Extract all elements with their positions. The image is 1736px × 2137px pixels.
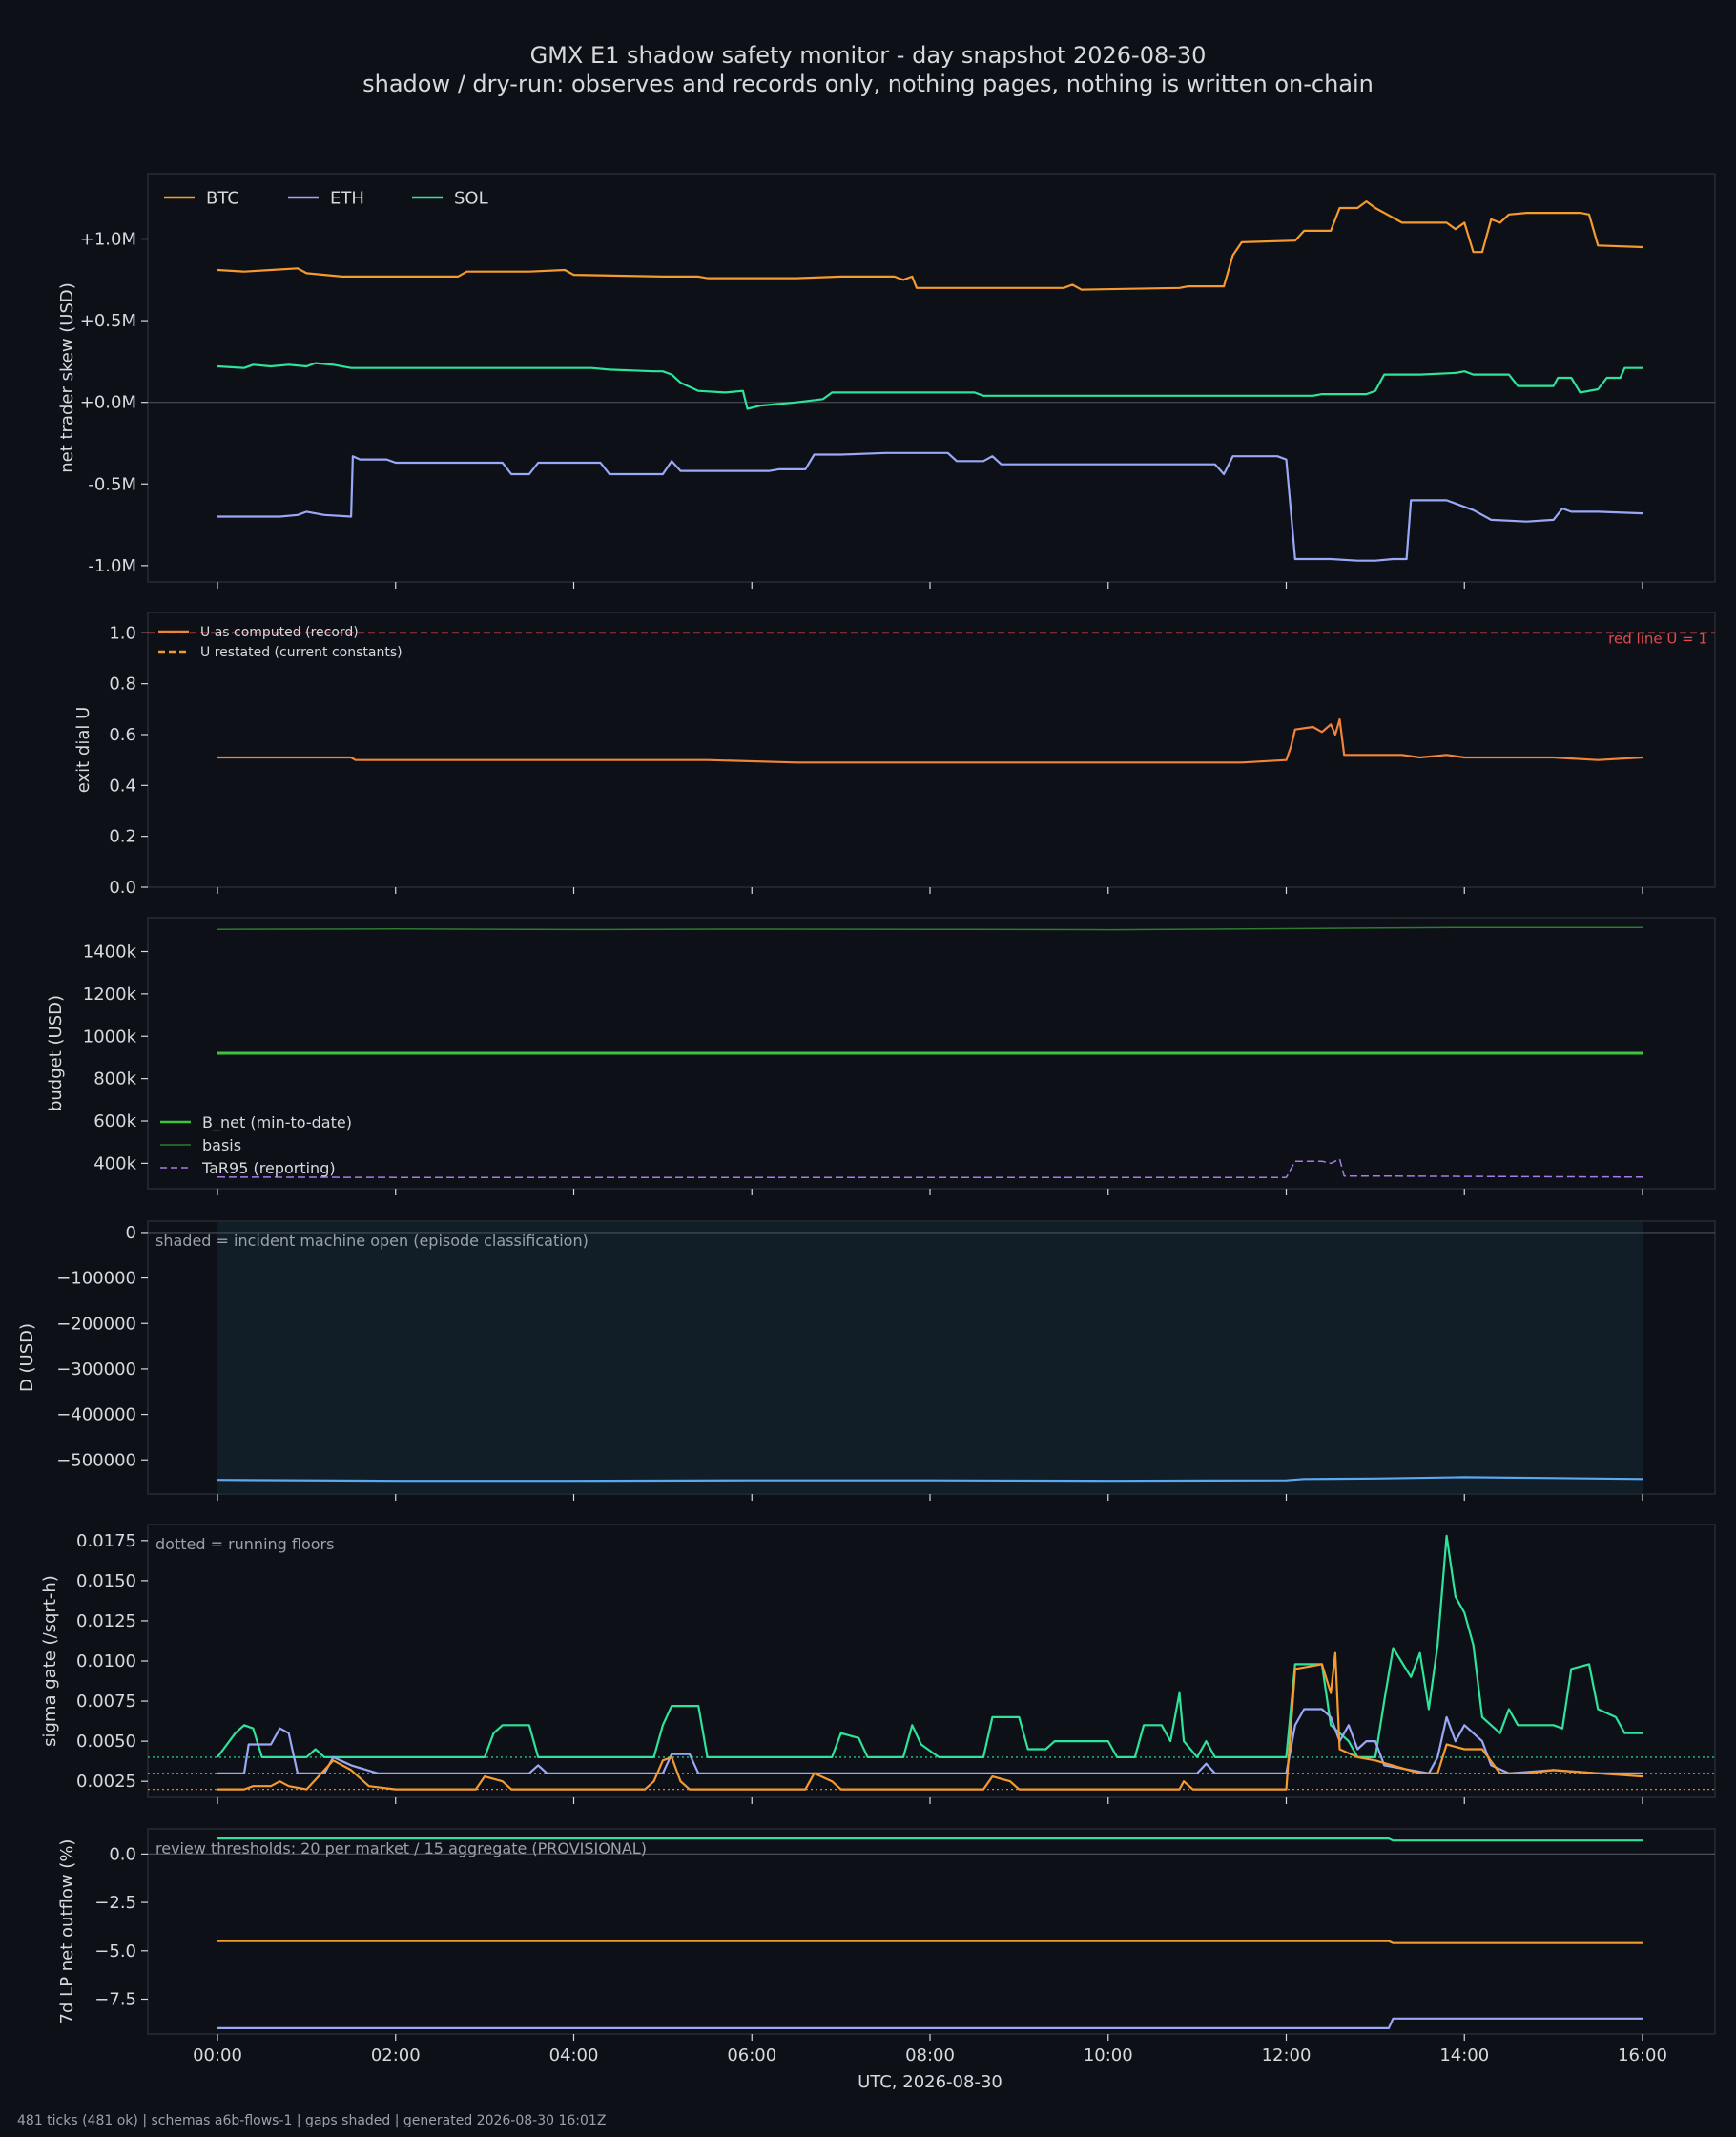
y-tick-label: -1.0M [88,556,136,576]
y-tick-label: 0.0050 [76,1732,136,1752]
footer-status: 481 ticks (481 ok) | schemas a6b-flows-1… [17,2113,607,2128]
chart-subtitle: shadow / dry-run: observes and records o… [362,71,1374,97]
legend-label: BTC [206,188,239,208]
y-axis-label: exit dial U [73,707,93,794]
y-tick-label: 0.0075 [76,1691,136,1712]
series-line-btc [217,1651,1643,1791]
y-tick-label: 0.0125 [76,1611,136,1631]
y-axis-label: 7d LP net outflow (%) [57,1839,77,2024]
y-tick-label: 0.0100 [76,1651,136,1671]
y-tick-label: −100000 [56,1269,136,1289]
y-tick-label: −300000 [56,1359,136,1380]
red-line-label: red line U = 1 [1608,630,1707,647]
y-tick-label: 1.0 [109,623,136,643]
x-axis-label: UTC, 2026-08-30 [858,2072,1002,2092]
y-tick-label: 1400k [83,943,137,963]
series-line-sol [217,362,1643,410]
y-tick-label: 0 [126,1223,136,1243]
x-tick-label: 06:00 [727,2045,776,2065]
y-tick-label: 1200k [83,985,137,1005]
y-axis-label: D (USD) [17,1323,37,1392]
y-tick-label: +0.5M [80,311,136,331]
y-tick-label: -0.5M [88,474,136,494]
y-tick-label: +0.0M [80,393,136,413]
series-line-sol [217,1837,1643,1842]
x-tick-label: 14:00 [1439,2045,1489,2065]
y-tick-label: −400000 [56,1405,136,1425]
y-axis-label: sigma gate (/sqrt-h) [40,1575,60,1747]
series-line-eth [217,2017,1643,2029]
y-tick-label: −7.5 [94,1989,136,2009]
x-tick-label: 04:00 [549,2045,599,2065]
y-tick-label: 0.0 [109,1844,136,1864]
panel-annotation: review thresholds: 20 per market / 15 ag… [155,1839,647,1857]
series-line-sol [217,1534,1643,1758]
legend-label: ETH [330,188,364,208]
y-tick-label: 400k [93,1153,136,1173]
y-tick-label: 1000k [83,1027,137,1047]
panel-frame [147,173,1716,583]
y-tick-label: 0.4 [109,776,136,796]
panel-3: 400k 600k 800k 1000k 1200k 1400k budget (USD) [46,917,1716,1195]
panel-frame [147,612,1716,888]
y-tick-label: −200000 [56,1314,136,1334]
y-tick-label: 0.0175 [76,1531,136,1551]
panel-frame [147,917,1716,1190]
y-tick-label: 0.6 [109,725,136,745]
series-line-basis [217,926,1643,931]
series-line-d [217,1476,1643,1483]
x-tick-label: 16:00 [1618,2045,1667,2065]
x-tick-label: 12:00 [1262,2045,1312,2065]
y-tick-label: −5.0 [94,1941,136,1961]
y-tick-label: 0.8 [109,674,136,695]
panel-1: +1.0M +0.5M +0.0M -0.5M -1.0M net trader skew… [57,173,1716,589]
panel-frame [147,1220,1716,1495]
series-line-eth [217,1708,1643,1774]
y-tick-label: 0.0150 [76,1571,136,1591]
y-tick-label: 0.0025 [76,1772,136,1792]
series-line-tar95-reporting- [217,1158,1643,1178]
y-tick-label: 600k [93,1111,136,1131]
panel-annotation: shaded = incident machine open (episode … [155,1232,589,1250]
legend: U as computed (record) U restated (curren… [158,625,403,660]
y-axis-label: budget (USD) [46,995,66,1111]
incident-shade [217,1222,1643,1493]
legend-label: TaR95 (reporting) [201,1159,336,1177]
panel-6: 0.0 −2.5 −5.0 −7.5 00:00 02:00 04:00 06:00 08:00… [57,1828,1716,2092]
legend: B_net (min-to-date) basis TaR95 (reporting… [160,1113,352,1177]
x-tick-label: 00:00 [193,2045,242,2065]
chart-title: GMX E1 shadow safety monitor - day snaps… [529,42,1207,69]
panel-4: 0 −100000 −200000 −300000 −400000 −500000 D (U… [17,1220,1716,1501]
x-tick-label: 08:00 [905,2045,955,2065]
y-tick-label: −2.5 [94,1893,136,1913]
x-tick-label: 02:00 [371,2045,421,2065]
series-line-btc [217,1940,1643,1944]
y-tick-label: +1.0M [80,229,136,249]
legend-label: U as computed (record) [200,625,359,640]
legend: BTC ETH SOL [164,188,488,208]
panel-5: 0.0025 0.0050 0.0075 0.0100 0.0125 0.0150 0.01… [40,1524,1716,1804]
legend-label: B_net (min-to-date) [202,1113,352,1132]
legend-label: U restated (current constants) [200,645,403,660]
panel-annotation: dotted = running floors [155,1535,334,1553]
y-tick-label: −500000 [56,1450,136,1470]
panel-frame [147,1828,1716,2035]
legend-label: basis [202,1136,241,1154]
panel-2: red line U = 1 0.0 0.2 0.4 0.6 0.8 1.0 exit dia… [73,612,1716,898]
series-line-eth [217,451,1643,562]
x-tick-label: 10:00 [1084,2045,1133,2065]
legend-label: SOL [454,188,488,208]
y-tick-label: 0.0 [109,878,136,898]
y-tick-label: 800k [93,1069,136,1089]
series-line-btc [217,200,1643,291]
y-axis-label: net trader skew (USD) [57,282,77,473]
series-line-u-as-computed-record- [217,717,1643,764]
y-tick-label: 0.2 [109,827,136,847]
